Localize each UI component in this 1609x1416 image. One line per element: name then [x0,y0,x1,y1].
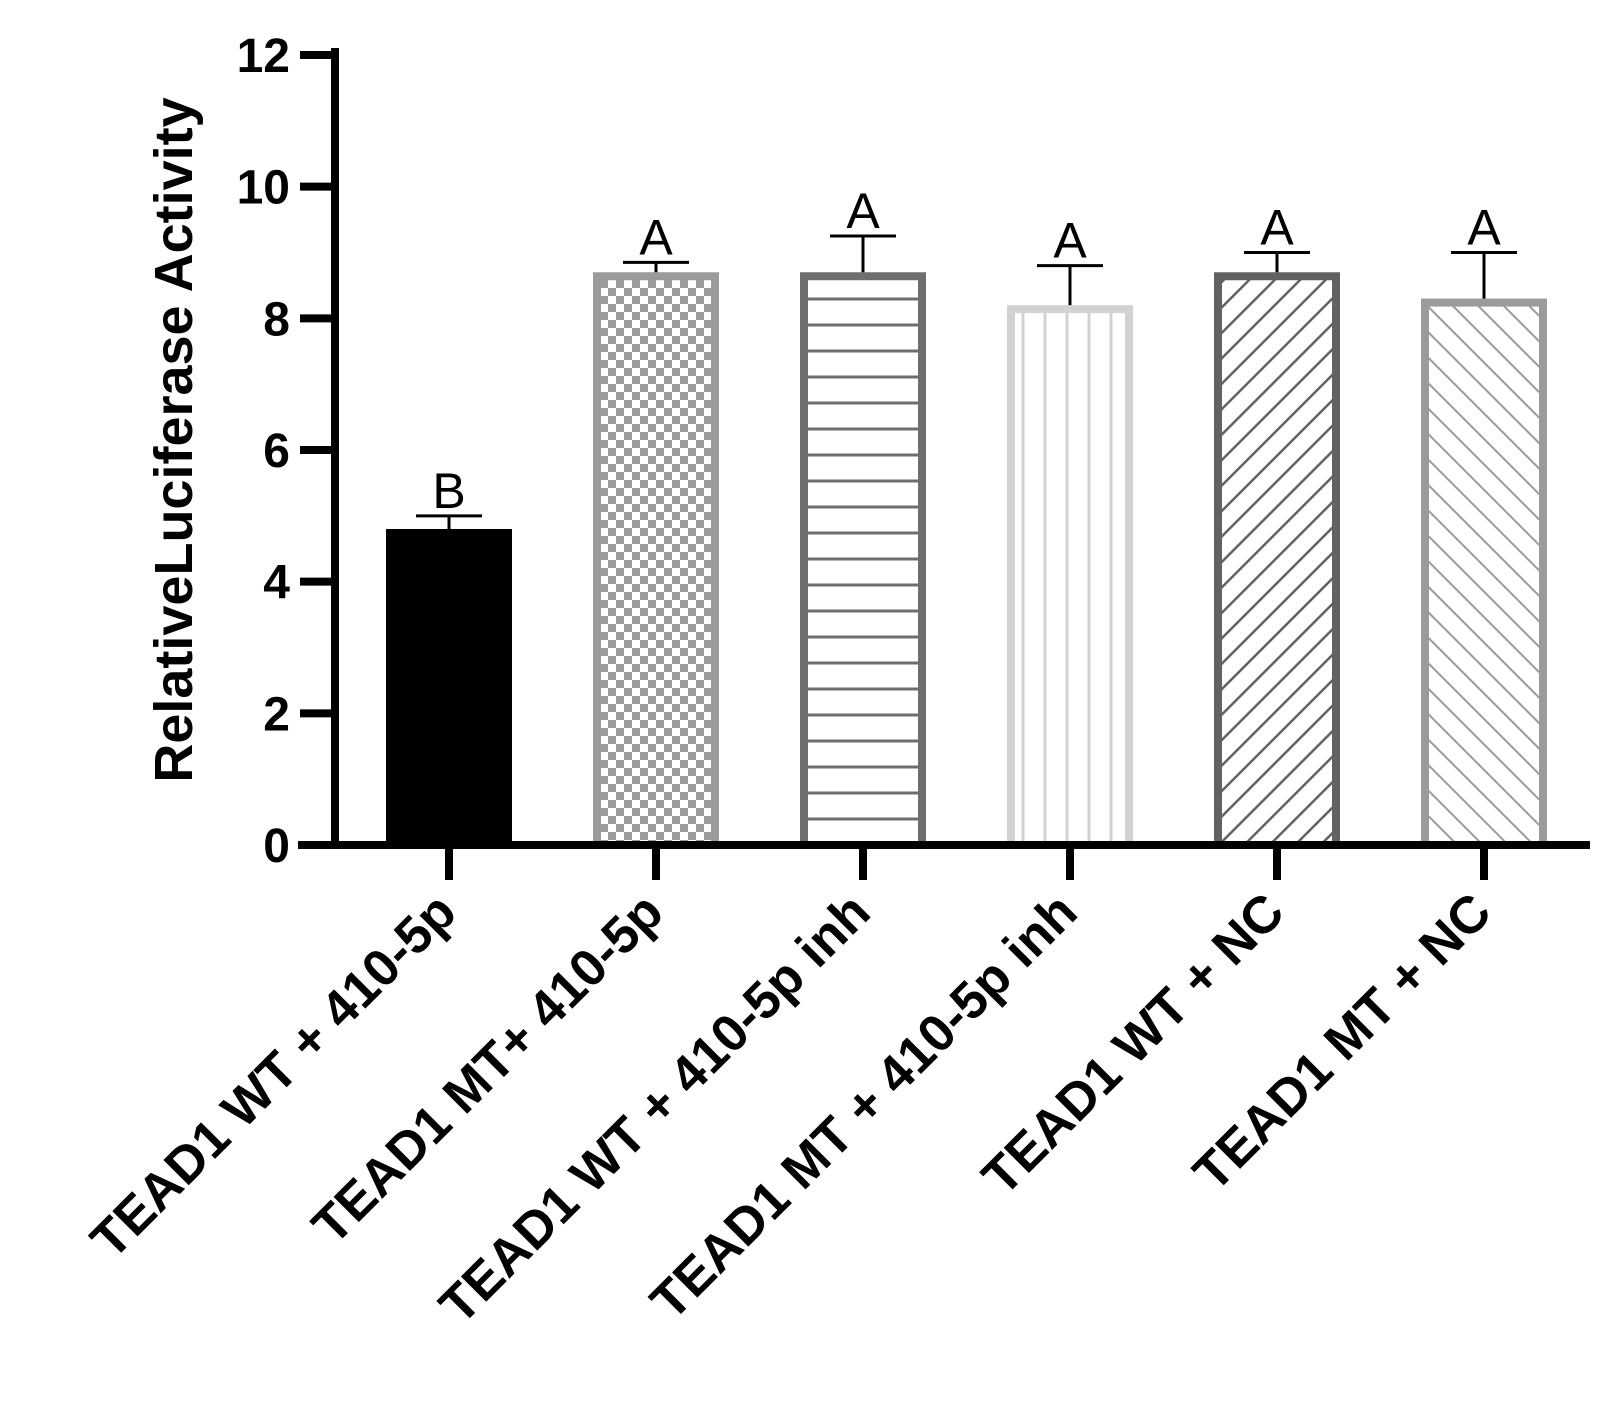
x-category-label: TEAD1 WT + 410-5p inh [429,882,882,1335]
y-tick-label: 8 [263,293,290,346]
bar [1421,298,1547,850]
bar [386,529,512,845]
y-axis-label: RelativeLuciferase Activity [144,97,204,782]
significance-label: A [1467,200,1501,256]
x-category-label: TEAD1 MT+ 410-5p [301,882,674,1255]
y-tick-label: 12 [237,30,290,83]
y-tick-label: 0 [263,820,290,873]
x-category-label: TEAD1 MT + 410-5p inh [640,882,1089,1331]
significance-label: A [1053,213,1087,269]
significance-label: A [846,183,880,239]
bar [800,272,926,849]
significance-label: A [639,209,673,265]
x-category-label: TEAD1 WT + 410-5p [80,882,467,1269]
significance-label: A [1260,200,1294,256]
bar [1214,272,1340,849]
y-tick-label: 6 [263,425,290,478]
y-tick-label: 4 [263,557,290,610]
y-tick-label: 2 [263,688,290,741]
bar [1007,305,1133,849]
significance-label: B [432,463,465,519]
bar [593,272,719,849]
y-tick-label: 10 [237,162,290,215]
